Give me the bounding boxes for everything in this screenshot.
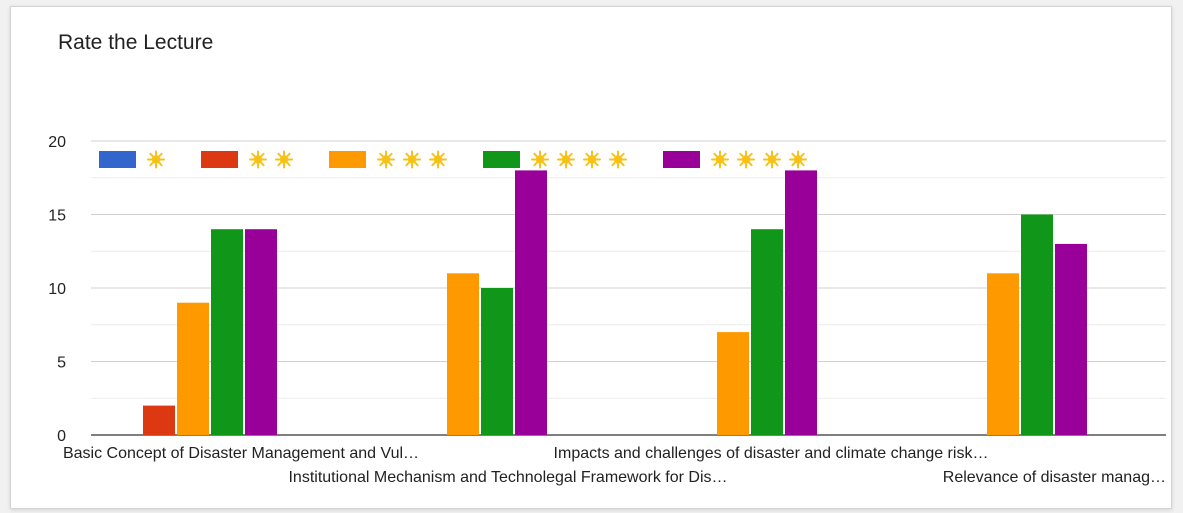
bar — [717, 332, 749, 435]
sun-icon — [147, 150, 165, 169]
sun-icon — [429, 150, 447, 169]
sun-icon — [711, 150, 729, 169]
x-category-label: Impacts and challenges of disaster and c… — [554, 445, 989, 462]
x-category-label: Basic Concept of Disaster Management and… — [63, 445, 419, 462]
sun-icon — [531, 150, 549, 169]
bar — [785, 170, 817, 435]
y-tick-label: 20 — [48, 134, 66, 151]
bar — [245, 229, 277, 435]
sun-icon — [609, 150, 627, 169]
sun-icon — [557, 150, 575, 169]
sun-icon — [763, 150, 781, 169]
chart-card: Rate the Lecture 0 5 10 15 20 Basic Concept o… — [10, 6, 1172, 509]
bar — [1055, 243, 1087, 435]
legend-swatch — [663, 151, 700, 168]
bar — [177, 302, 209, 435]
sun-icon — [789, 150, 807, 169]
bar — [751, 229, 783, 435]
sun-icon — [249, 150, 267, 169]
bar — [987, 273, 1019, 435]
sun-icon — [737, 150, 755, 169]
x-category-label: Relevance of disaster manag… — [943, 469, 1166, 486]
sun-icon — [403, 150, 421, 169]
y-tick-label: 15 — [48, 208, 66, 225]
bar — [143, 405, 175, 435]
y-tick-label: 10 — [48, 281, 66, 298]
y-tick-label: 0 — [57, 428, 66, 445]
x-category-label: Institutional Mechanism and Technolegal … — [288, 469, 727, 486]
chart-title: Rate the Lecture — [58, 31, 214, 54]
y-tick-label: 5 — [57, 355, 66, 372]
bar — [211, 229, 243, 435]
bar — [447, 273, 479, 435]
legend-swatch — [483, 151, 520, 168]
sun-icon — [377, 150, 395, 169]
bar — [515, 170, 547, 435]
bar-chart: 0 5 10 15 20 Basic Concept of Disaster Manage… — [48, 134, 1166, 486]
bar — [1021, 214, 1053, 435]
legend-swatch — [329, 151, 366, 168]
sun-icon — [275, 150, 293, 169]
sun-icon — [583, 150, 601, 169]
legend-swatch — [99, 151, 136, 168]
bar — [481, 288, 513, 435]
legend-swatch — [201, 151, 238, 168]
